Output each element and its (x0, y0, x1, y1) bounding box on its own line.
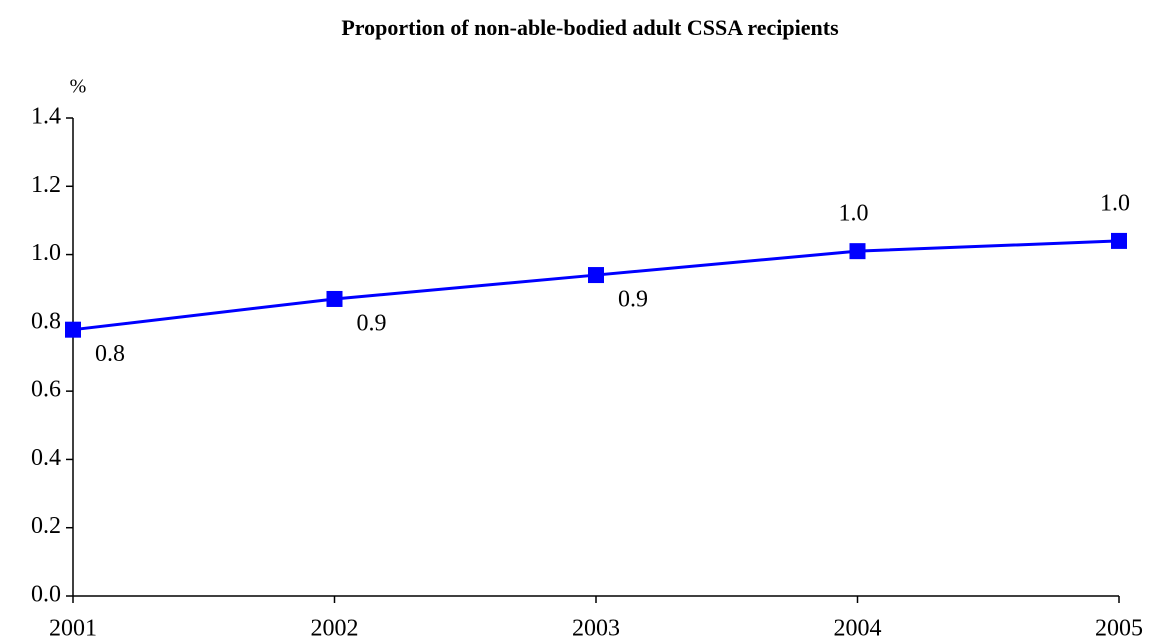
data-point (849, 243, 866, 260)
x-tick-label: 2003 (572, 616, 620, 642)
data-label: 0.8 (95, 341, 125, 367)
y-tick-label: 0.4 (31, 445, 61, 471)
data-label: 1.0 (839, 201, 869, 227)
x-tick-label: 2005 (1095, 616, 1143, 642)
y-tick-label: 1.0 (31, 240, 61, 266)
x-tick-label: 2001 (49, 616, 97, 642)
x-tick-label: 2004 (834, 616, 882, 642)
y-tick-label: 0.6 (31, 377, 61, 403)
y-tick-label: 0.2 (31, 513, 61, 539)
y-tick-label: 1.2 (31, 172, 61, 198)
data-point (326, 290, 343, 307)
y-tick-label: 0.0 (31, 582, 61, 608)
y-axis-label: % (70, 76, 87, 98)
data-point (588, 267, 604, 284)
data-label: 0.9 (357, 310, 387, 336)
data-label: 1.0 (1100, 190, 1130, 216)
data-label: 0.9 (618, 287, 648, 313)
y-tick-label: 1.4 (31, 104, 61, 130)
data-point (1111, 232, 1127, 249)
y-tick-label: 0.8 (31, 308, 61, 334)
x-tick-label: 2002 (311, 616, 359, 642)
series-line (72, 239, 1120, 332)
data-point (65, 321, 81, 338)
chart-title: Proportion of non-able-bodied adult CSSA… (341, 15, 839, 40)
